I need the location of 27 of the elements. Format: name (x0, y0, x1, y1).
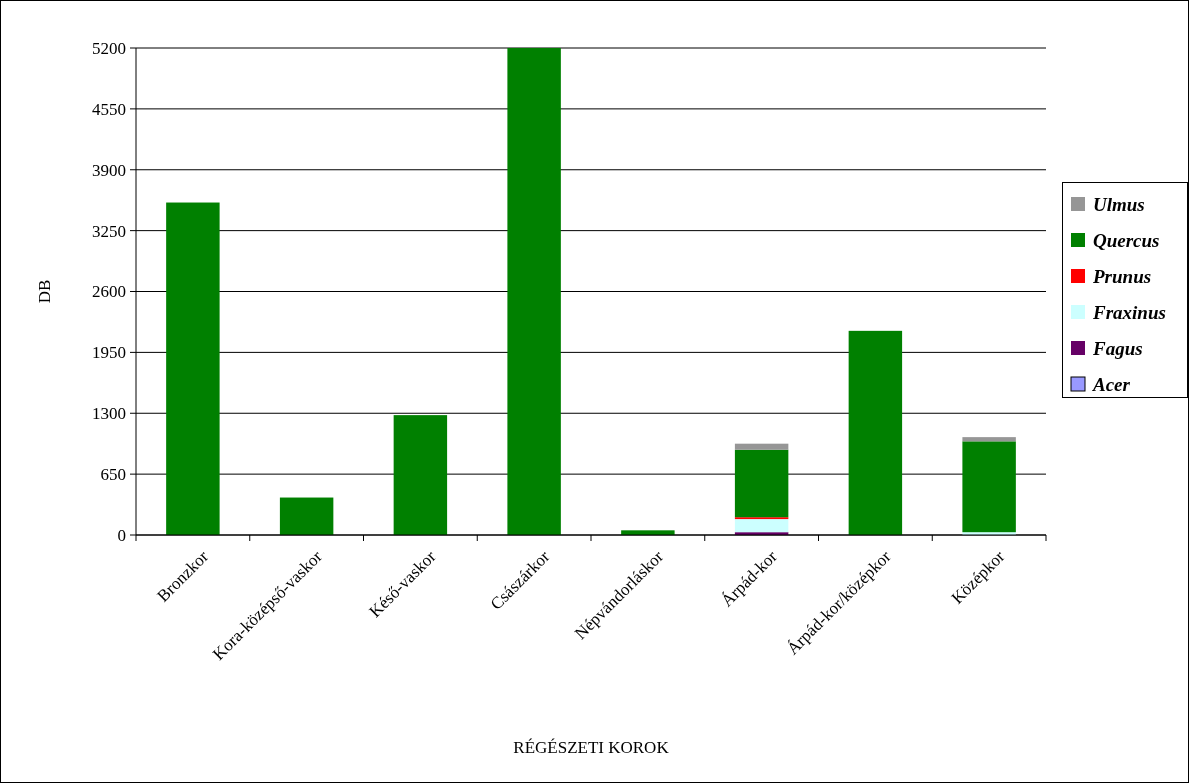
y-tick-label: 650 (100, 465, 126, 485)
legend-label: Acer (1092, 373, 1131, 395)
y-tick-label: 1300 (92, 404, 126, 424)
y-tick-label: 1950 (92, 343, 126, 363)
bar (734, 449, 789, 518)
bar (393, 415, 448, 535)
legend-label: Ulmus (1093, 193, 1145, 215)
x-axis-title: RÉGÉSZETI KOROK (513, 738, 670, 757)
bar (962, 441, 1016, 533)
y-tick-label: 2600 (92, 282, 126, 302)
y-tick-label: 0 (117, 525, 126, 545)
legend-label: Quercus (1093, 229, 1160, 251)
y-tick-label: 3250 (92, 221, 126, 241)
y-tick-label: 5200 (92, 38, 126, 58)
bar (848, 330, 903, 535)
legend-label: Prunus (1092, 265, 1152, 287)
y-tick-label: 4550 (92, 99, 126, 119)
bar (507, 48, 561, 535)
bar (166, 202, 220, 535)
legend-label: Fagus (1092, 337, 1143, 359)
legend-label: Fraxinus (1092, 301, 1166, 323)
bar (734, 443, 789, 450)
bar (279, 497, 334, 535)
y-axis-title: DB (35, 279, 54, 304)
bar (734, 519, 789, 533)
y-tick-label: 3900 (92, 160, 126, 180)
bar (962, 437, 1016, 442)
